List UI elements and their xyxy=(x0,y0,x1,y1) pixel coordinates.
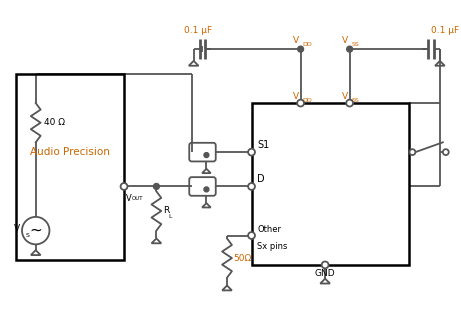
Text: R: R xyxy=(163,206,170,216)
Circle shape xyxy=(443,149,449,155)
Circle shape xyxy=(248,232,255,239)
Circle shape xyxy=(322,262,329,268)
Text: SS: SS xyxy=(352,42,360,47)
Circle shape xyxy=(346,100,353,107)
Circle shape xyxy=(121,183,127,190)
Circle shape xyxy=(347,46,353,52)
Text: S: S xyxy=(26,233,30,237)
Text: V: V xyxy=(293,92,299,101)
Text: 0.1 μF: 0.1 μF xyxy=(183,26,212,36)
Text: Other: Other xyxy=(257,224,281,234)
Circle shape xyxy=(297,100,304,107)
Bar xyxy=(16,74,124,260)
Text: D: D xyxy=(257,174,265,184)
Circle shape xyxy=(248,149,255,156)
Text: GND: GND xyxy=(315,269,336,278)
Text: Sx pins: Sx pins xyxy=(257,243,288,251)
Text: L: L xyxy=(168,214,171,219)
Circle shape xyxy=(204,187,209,192)
Text: SS: SS xyxy=(352,98,360,103)
Circle shape xyxy=(409,149,415,155)
Text: V: V xyxy=(126,194,132,203)
Text: 50Ω: 50Ω xyxy=(233,254,251,262)
Text: OUT: OUT xyxy=(132,196,143,201)
Circle shape xyxy=(298,46,303,52)
Text: V: V xyxy=(14,224,20,233)
Text: Audio Precision: Audio Precision xyxy=(30,147,110,157)
Text: S1: S1 xyxy=(257,140,270,150)
Text: 40 Ω: 40 Ω xyxy=(44,118,65,127)
Bar xyxy=(252,103,408,265)
Text: V: V xyxy=(342,36,348,45)
Circle shape xyxy=(248,183,255,190)
Circle shape xyxy=(204,152,209,158)
Text: 0.1 μF: 0.1 μF xyxy=(431,26,459,36)
Text: ~: ~ xyxy=(30,222,42,237)
Text: V: V xyxy=(293,36,299,45)
Text: DD: DD xyxy=(302,98,312,103)
Text: DD: DD xyxy=(302,42,312,47)
Circle shape xyxy=(154,184,160,189)
Text: V: V xyxy=(342,92,348,101)
